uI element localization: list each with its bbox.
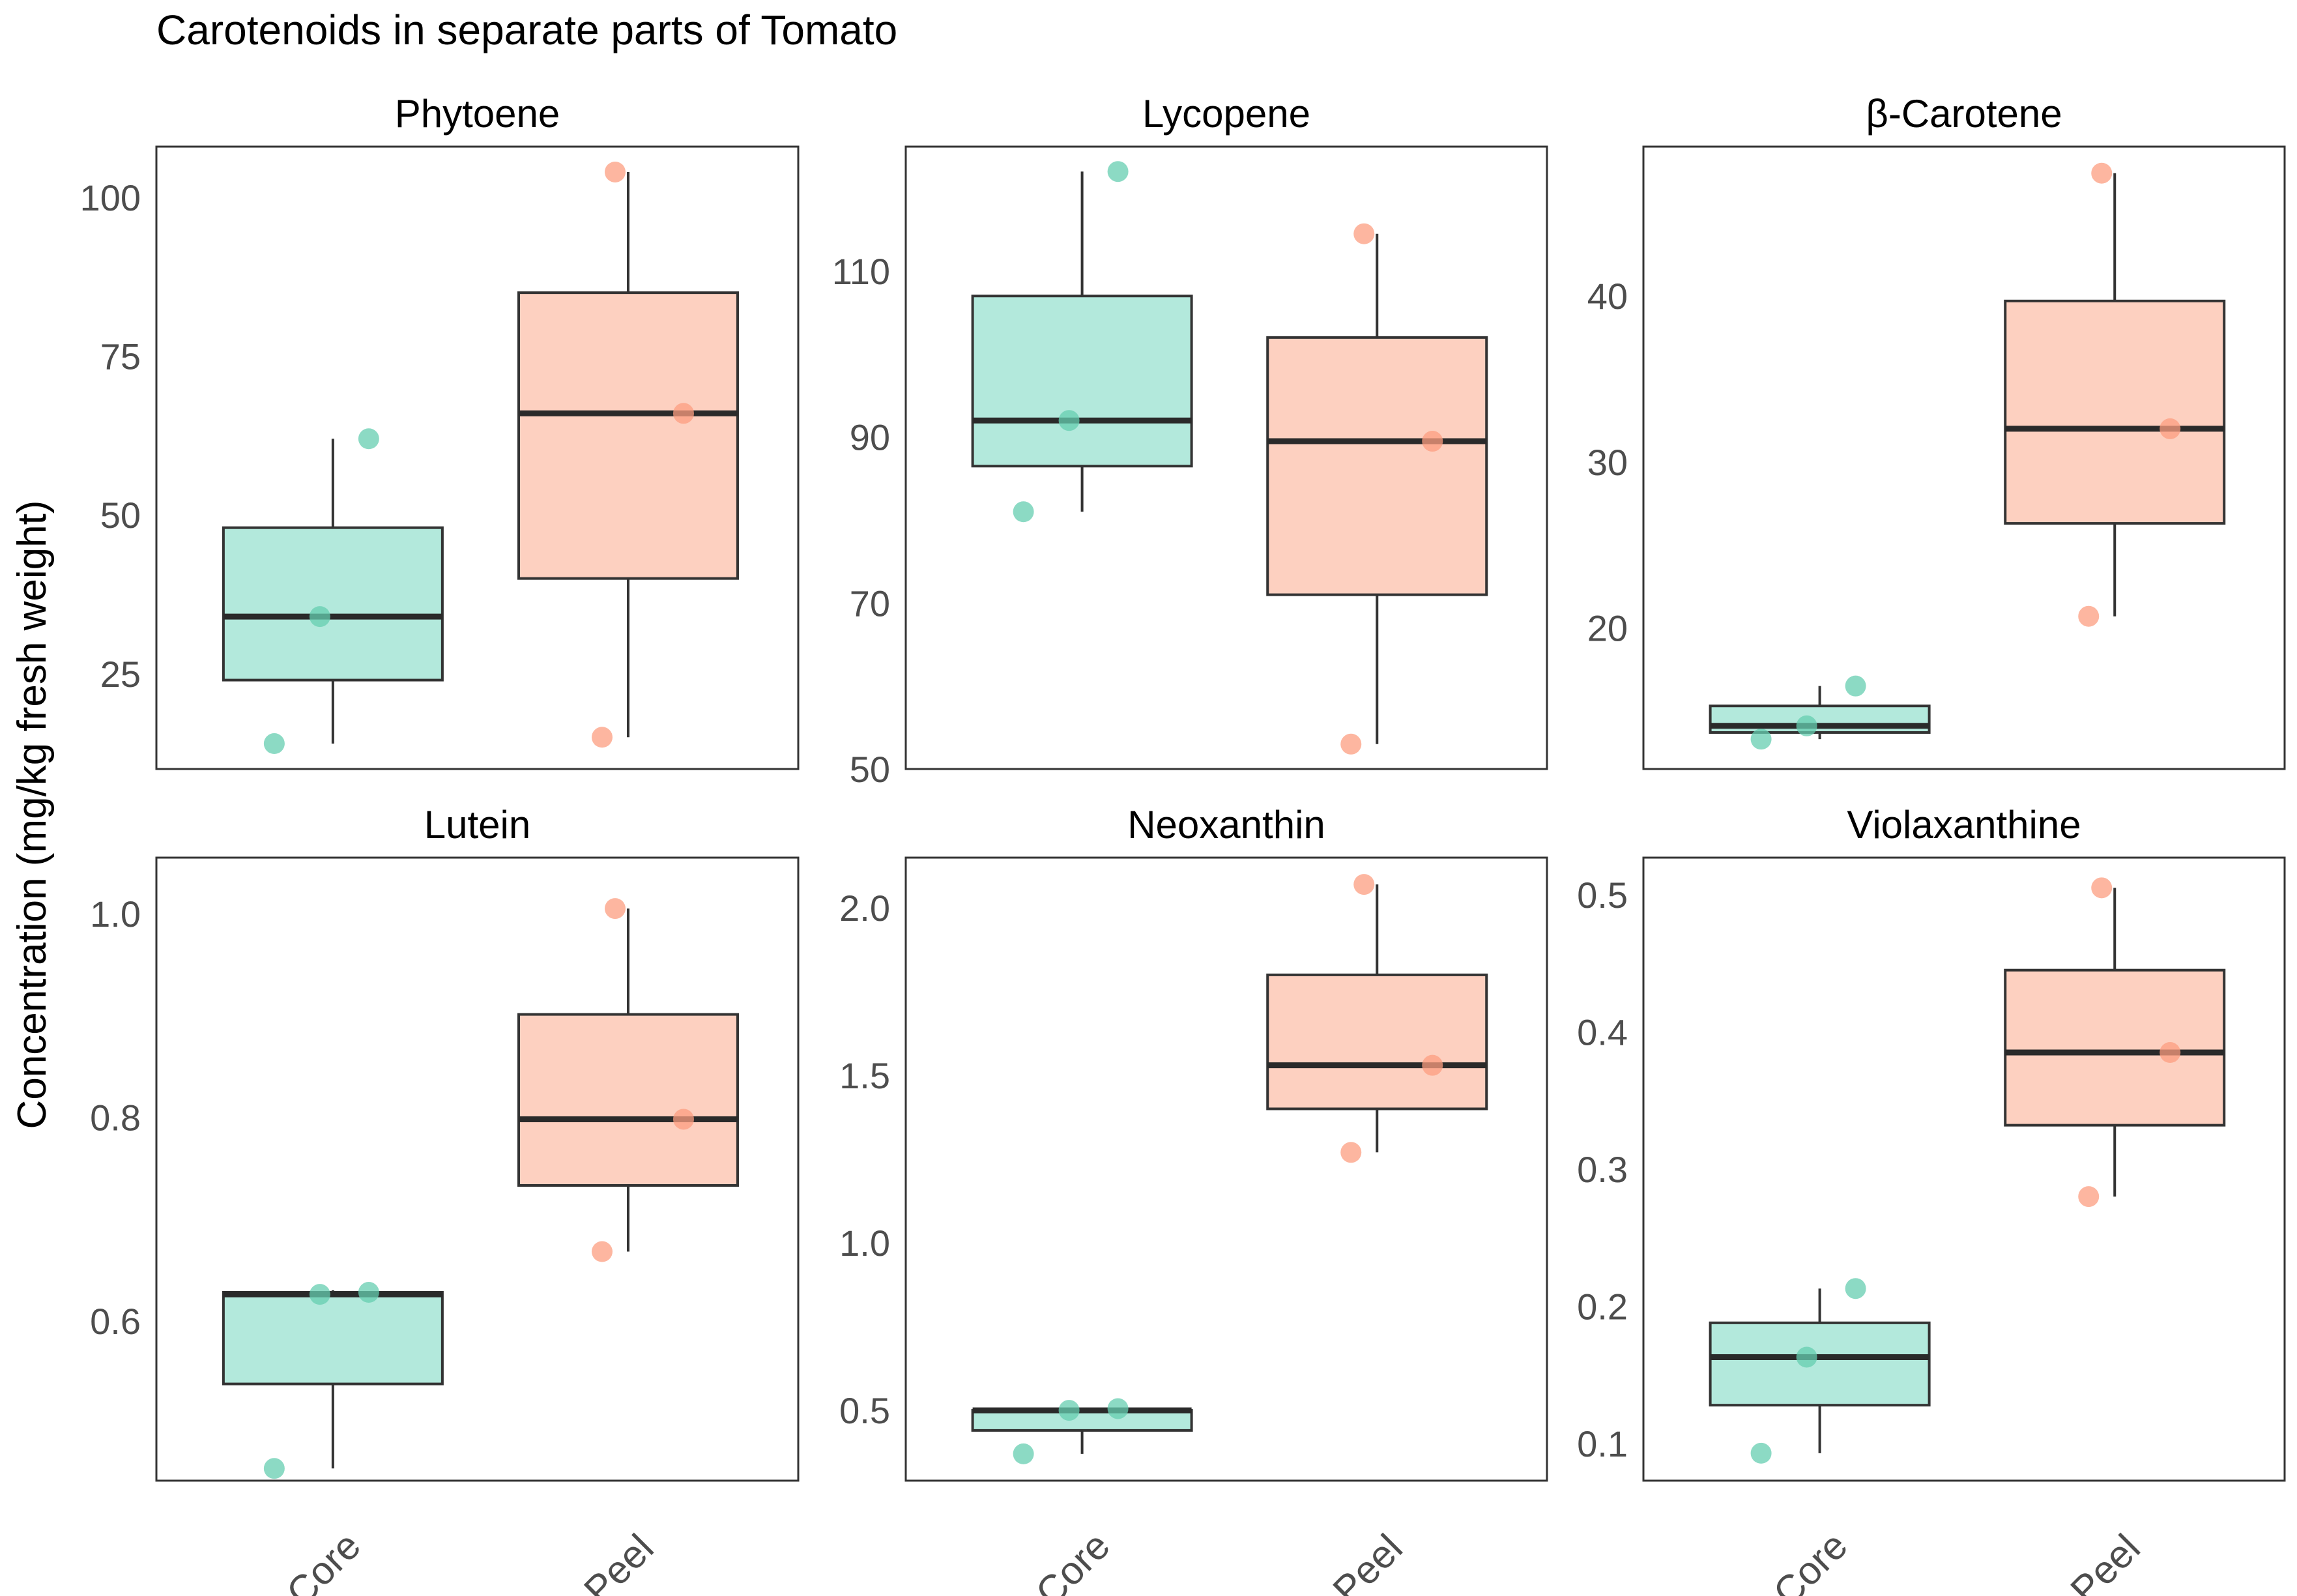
y-tick-label: 0.1 [1577,1423,1628,1464]
box-core [971,295,1193,468]
data-point-peel [591,1241,613,1262]
box-core [222,526,444,682]
y-tick-label: 90 [850,417,890,458]
data-point-peel [2160,418,2181,439]
y-tick-label: 0.4 [1577,1011,1628,1052]
x-tick-label-peel: Peel [2062,1526,2148,1596]
data-point-peel [2078,1186,2100,1208]
panel-phytoene: Phytoene 25 50 75 100 [80,92,800,770]
data-point-core [1796,715,1817,736]
y-axis-label: Concentration (mg/kg fresh weight) [10,501,55,1129]
data-point-core [309,606,330,628]
box-peel [2004,299,2226,525]
y-tick-label: 1.5 [839,1055,890,1096]
x-tick-label-core: Core [1027,1524,1118,1596]
data-point-core [1058,410,1080,431]
data-point-core [1058,1400,1080,1421]
y-tick-label: 25 [100,654,141,695]
panel-neoxanthin: Neoxanthin 0.5 1.0 1.5 2.0 Core Peel [839,803,1548,1596]
panel-frame [904,856,1548,1482]
data-point-peel [2091,162,2113,184]
box-peel [2004,968,2226,1127]
box-core [971,1409,1193,1432]
x-tick-label-core: Core [1765,1524,1855,1596]
panel-frame [155,856,800,1482]
box-peel [1266,973,1488,1110]
data-point-peel [1422,431,1443,452]
data-point-peel [1422,1054,1443,1076]
data-point-core [1013,501,1034,523]
y-tick-label: 1.0 [90,893,141,935]
y-tick-label: 30 [1587,442,1628,483]
data-point-peel [672,403,694,424]
y-tick-label: 2.0 [839,888,890,929]
y-tick-label: 70 [850,583,890,624]
data-point-core [1107,1398,1129,1419]
panel-frame [904,145,1548,770]
data-point-core [1750,729,1772,750]
panel-lycopene: Lycopene 50 70 90 110 [832,92,1548,790]
y-tick-label: 0.6 [90,1301,141,1342]
box-peel [517,1013,739,1187]
x-tick-label-core: Core [278,1524,369,1596]
data-point-peel [2160,1042,2181,1064]
data-point-core [1796,1346,1817,1368]
y-tick-label: 50 [100,495,141,536]
data-point-core [1845,1278,1866,1299]
panel-title: Violaxanthine [1847,803,2081,847]
y-tick-label: 100 [80,177,141,218]
y-tick-label: 50 [850,749,890,790]
data-point-core [1107,161,1129,182]
data-point-peel [672,1109,694,1130]
y-tick-label: 0.2 [1577,1286,1628,1328]
data-point-core [1013,1443,1034,1464]
data-point-peel [604,161,626,182]
data-point-peel [1353,223,1375,244]
data-point-core [309,1284,330,1305]
y-tick-label: 0.5 [1577,875,1628,916]
panel-frame [1642,145,2286,770]
data-point-peel [2078,605,2100,627]
y-tick-label: 0.5 [839,1390,890,1431]
data-point-peel [1340,733,1362,755]
panel-frame [155,145,800,770]
data-point-core [358,428,379,450]
data-point-core [1750,1442,1772,1464]
data-point-core [358,1282,379,1303]
data-point-peel [1340,1142,1362,1163]
panel-violaxanthine: Violaxanthine 0.1 0.2 0.3 0.4 0.5 Core Peel [1577,803,2286,1596]
y-tick-label: 0.8 [90,1097,141,1138]
box-peel [517,291,739,580]
y-tick-label: 110 [832,251,890,292]
panel-title: Neoxanthin [1127,803,1325,847]
y-tick-label: 20 [1587,608,1628,649]
box-peel [1266,336,1488,596]
panel-carotene: β-Carotene 20 30 40 [1587,92,2286,770]
data-point-peel [591,727,613,748]
data-point-peel [1353,874,1375,895]
y-tick-label: 75 [100,336,141,377]
data-point-core [263,733,285,755]
box-core [222,1291,444,1386]
box-core [1709,1321,1931,1407]
x-tick-label-peel: Peel [1325,1526,1411,1596]
data-point-core [263,1458,285,1479]
chart-title: Carotenoids in separate parts of Tomato [156,7,897,53]
panel-title: Lutein [424,803,530,847]
data-point-peel [604,898,626,920]
panels-layer: Phytoene 25 50 75 100 Lycopene 50 70 90 110 β-Caro… [80,92,2286,1596]
panel-frame [1642,856,2286,1482]
panel-lutein: Lutein 0.6 0.8 1.0 Core Peel [90,803,800,1596]
y-tick-label: 40 [1587,276,1628,317]
x-tick-label-peel: Peel [575,1526,661,1596]
data-point-peel [2091,877,2113,899]
data-point-core [1845,675,1866,697]
panel-title: Lycopene [1142,92,1310,136]
y-tick-label: 1.0 [839,1223,890,1264]
panel-title: Phytoene [395,92,560,136]
panel-title: β-Carotene [1866,92,2062,136]
y-tick-label: 0.3 [1577,1149,1628,1190]
